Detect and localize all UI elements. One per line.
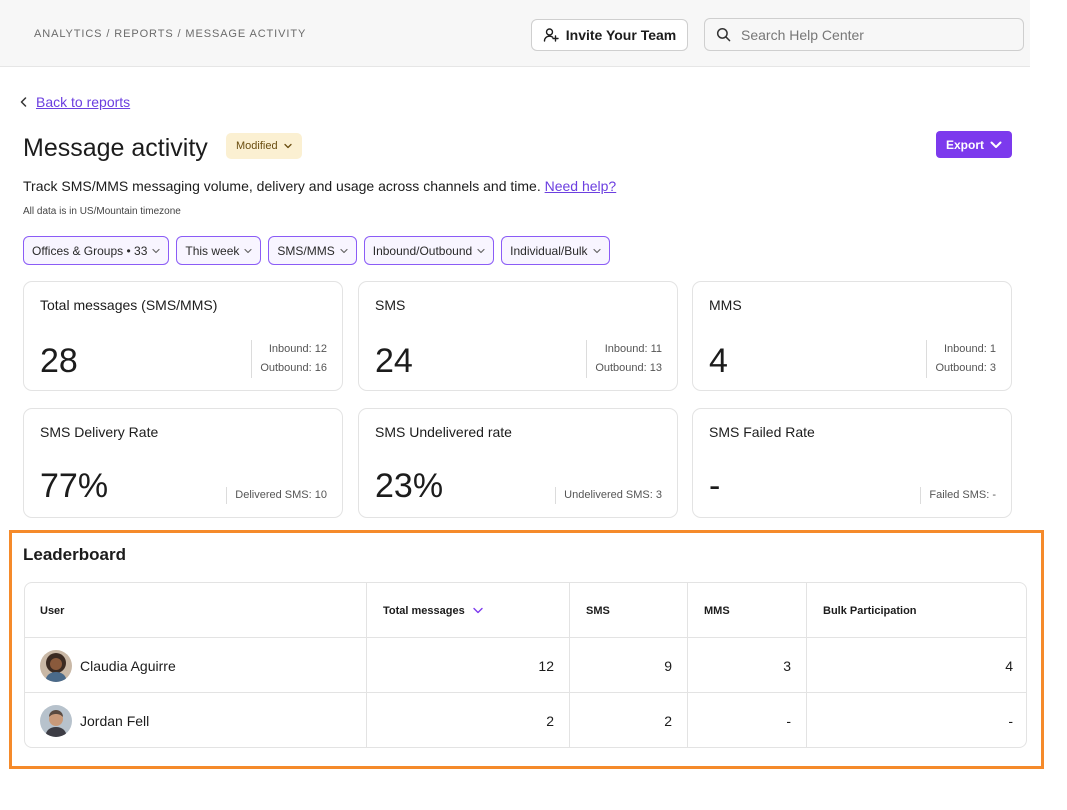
- table-row[interactable]: Claudia Aguirre 12 9 3 4: [25, 638, 1026, 693]
- invite-team-button[interactable]: Invite Your Team: [531, 19, 688, 51]
- stat-card-breakdown: Inbound: 11 Outbound: 13: [586, 340, 662, 378]
- back-to-reports-link[interactable]: Back to reports: [20, 94, 130, 110]
- inbound-count: Inbound: 12: [268, 343, 327, 355]
- column-header-sms[interactable]: SMS: [569, 583, 687, 638]
- table-header-row: User Total messages SMS MMS Bulk Partici…: [25, 583, 1026, 638]
- page-description: Track SMS/MMS messaging volume, delivery…: [23, 178, 616, 194]
- stat-card-total-messages: Total messages (SMS/MMS) 28 Inbound: 12 …: [23, 281, 343, 391]
- stat-card-failed-rate: SMS Failed Rate - Failed SMS: -: [692, 408, 1012, 518]
- stat-card-value: 4: [709, 342, 728, 380]
- mms-cell: -: [687, 693, 806, 747]
- sms-cell: 2: [569, 693, 687, 747]
- user-cell: Jordan Fell: [25, 693, 366, 747]
- filter-message-type[interactable]: SMS/MMS: [268, 236, 357, 265]
- stat-card-breakdown: Inbound: 12 Outbound: 16: [251, 340, 327, 378]
- page-title: Message activity: [23, 134, 208, 162]
- chevron-down-icon: [592, 248, 601, 253]
- column-header-total-messages[interactable]: Total messages: [366, 583, 558, 638]
- search-box[interactable]: [704, 18, 1024, 51]
- outbound-count: Outbound: 16: [260, 362, 327, 374]
- stat-card-mms: MMS 4 Inbound: 1 Outbound: 3: [692, 281, 1012, 391]
- filter-bar: Offices & Groups • 33 This week SMS/MMS …: [23, 236, 610, 265]
- filter-date-range[interactable]: This week: [176, 236, 262, 265]
- breadcrumb: ANALYTICS / REPORTS / MESSAGE ACTIVITY: [34, 28, 307, 40]
- export-button[interactable]: Export: [936, 131, 1012, 158]
- column-header-bulk-participation[interactable]: Bulk Participation: [806, 583, 1026, 638]
- stat-card-value: 24: [375, 342, 413, 380]
- timezone-note: All data is in US/Mountain timezone: [23, 206, 181, 217]
- leaderboard-highlight-frame: [9, 530, 1044, 769]
- stat-card-title: MMS: [709, 297, 742, 313]
- avatar: [40, 649, 72, 682]
- modified-badge-label: Modified: [236, 140, 278, 152]
- user-cell: Claudia Aguirre: [25, 638, 366, 693]
- top-bar: ANALYTICS / REPORTS / MESSAGE ACTIVITY I…: [0, 0, 1030, 67]
- chevron-down-icon: [477, 248, 485, 253]
- outbound-count: Outbound: 13: [595, 362, 662, 374]
- chevron-down-icon: [244, 248, 253, 253]
- leaderboard-title: Leaderboard: [23, 545, 126, 564]
- stat-card-detail: Failed SMS: -: [920, 487, 996, 504]
- stat-card-value: -: [709, 467, 721, 505]
- stat-card-detail: Delivered SMS: 10: [226, 487, 327, 504]
- stat-card-title: SMS Failed Rate: [709, 424, 815, 440]
- filter-offices-groups[interactable]: Offices & Groups • 33: [23, 236, 170, 265]
- total-messages-cell: 2: [366, 693, 569, 747]
- need-help-link[interactable]: Need help?: [544, 178, 617, 194]
- stat-card-title: Total messages (SMS/MMS): [40, 297, 218, 313]
- export-label: Export: [945, 137, 984, 152]
- avatar: [40, 704, 72, 737]
- user-name: Claudia Aguirre: [80, 657, 176, 674]
- column-header-user[interactable]: User: [40, 604, 65, 617]
- inbound-count: Inbound: 11: [604, 343, 662, 355]
- filter-label: SMS/MMS: [277, 243, 335, 258]
- leaderboard-table: User Total messages SMS MMS Bulk Partici…: [24, 582, 1027, 748]
- inbound-count: Inbound: 1: [944, 343, 996, 355]
- chevron-down-icon: [340, 248, 348, 253]
- stat-card-value: 28: [40, 342, 78, 380]
- stat-card-undelivered-rate: SMS Undelivered rate 23% Undelivered SMS…: [358, 408, 678, 518]
- table-row[interactable]: Jordan Fell 2 2 - -: [25, 693, 1026, 747]
- chevron-left-icon: [20, 97, 27, 107]
- sms-cell: 9: [569, 638, 687, 693]
- sort-descending-icon: [473, 607, 483, 614]
- stat-card-title: SMS Undelivered rate: [375, 424, 512, 440]
- stat-card-value: 23%: [375, 467, 444, 505]
- stat-card-breakdown: Inbound: 1 Outbound: 3: [926, 340, 996, 378]
- add-user-icon: [543, 28, 559, 42]
- total-messages-cell: 12: [366, 638, 569, 693]
- column-header-label: Total messages: [383, 604, 465, 617]
- outbound-count: Outbound: 3: [935, 362, 996, 374]
- invite-team-label: Invite Your Team: [565, 27, 677, 43]
- stat-card-title: SMS: [375, 297, 406, 313]
- filter-label: This week: [185, 243, 240, 258]
- stat-card-delivery-rate: SMS Delivery Rate 77% Delivered SMS: 10: [23, 408, 343, 518]
- mms-cell: 3: [687, 638, 806, 693]
- modified-badge[interactable]: Modified: [226, 133, 302, 159]
- chevron-down-icon: [283, 143, 292, 149]
- search-input[interactable]: [741, 26, 1001, 43]
- chevron-down-icon: [990, 141, 1002, 148]
- filter-label: Inbound/Outbound: [372, 243, 473, 258]
- bulk-participation-cell: 4: [806, 638, 1026, 693]
- stat-card-sms: SMS 24 Inbound: 11 Outbound: 13: [358, 281, 678, 391]
- back-link-label: Back to reports: [36, 94, 131, 110]
- stat-card-detail: Undelivered SMS: 3: [555, 487, 662, 504]
- stat-card-value: 77%: [40, 467, 109, 505]
- chevron-down-icon: [152, 248, 160, 253]
- filter-individual-bulk[interactable]: Individual/Bulk: [501, 236, 610, 265]
- description-text: Track SMS/MMS messaging volume, delivery…: [23, 178, 541, 194]
- bulk-participation-cell: -: [806, 693, 1026, 747]
- stat-card-title: SMS Delivery Rate: [40, 424, 159, 440]
- filter-direction[interactable]: Inbound/Outbound: [363, 236, 495, 265]
- column-header-mms[interactable]: MMS: [687, 583, 806, 638]
- user-name: Jordan Fell: [80, 712, 150, 729]
- filter-label: Individual/Bulk: [510, 243, 588, 258]
- filter-label: Offices & Groups • 33: [32, 243, 148, 258]
- search-icon: [716, 27, 731, 42]
